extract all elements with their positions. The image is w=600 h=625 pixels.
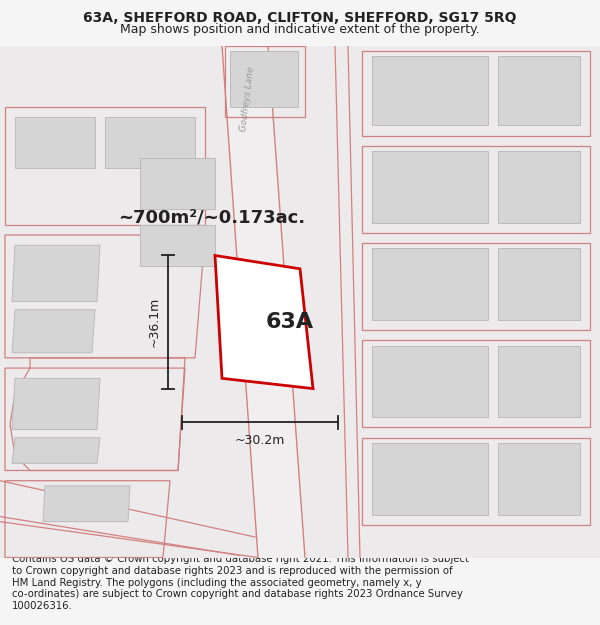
Polygon shape — [372, 151, 488, 222]
Text: Contains OS data © Crown copyright and database right 2021. This information is : Contains OS data © Crown copyright and d… — [12, 554, 469, 611]
Polygon shape — [372, 248, 488, 320]
Polygon shape — [12, 438, 100, 463]
Text: ~30.2m: ~30.2m — [235, 434, 285, 447]
Polygon shape — [43, 486, 130, 522]
Polygon shape — [498, 443, 580, 514]
Polygon shape — [15, 118, 95, 169]
Polygon shape — [372, 443, 488, 514]
Text: 63A, SHEFFORD ROAD, CLIFTON, SHEFFORD, SG17 5RQ: 63A, SHEFFORD ROAD, CLIFTON, SHEFFORD, S… — [83, 11, 517, 26]
Text: Godfreys Lane: Godfreys Lane — [239, 66, 256, 132]
Text: Map shows position and indicative extent of the property.: Map shows position and indicative extent… — [120, 22, 480, 36]
Polygon shape — [12, 378, 100, 429]
Polygon shape — [140, 158, 215, 209]
Text: ~36.1m: ~36.1m — [148, 297, 161, 347]
Polygon shape — [12, 310, 95, 352]
Polygon shape — [372, 346, 488, 418]
Polygon shape — [105, 118, 195, 169]
Polygon shape — [498, 56, 580, 126]
Polygon shape — [140, 225, 215, 266]
Polygon shape — [372, 56, 488, 126]
Polygon shape — [215, 256, 313, 389]
Text: 63A: 63A — [266, 312, 314, 332]
Text: ~700m²/~0.173ac.: ~700m²/~0.173ac. — [118, 209, 305, 227]
Polygon shape — [498, 248, 580, 320]
Polygon shape — [230, 51, 298, 107]
Polygon shape — [222, 46, 305, 558]
Polygon shape — [498, 346, 580, 418]
Polygon shape — [498, 151, 580, 222]
Polygon shape — [12, 245, 100, 301]
